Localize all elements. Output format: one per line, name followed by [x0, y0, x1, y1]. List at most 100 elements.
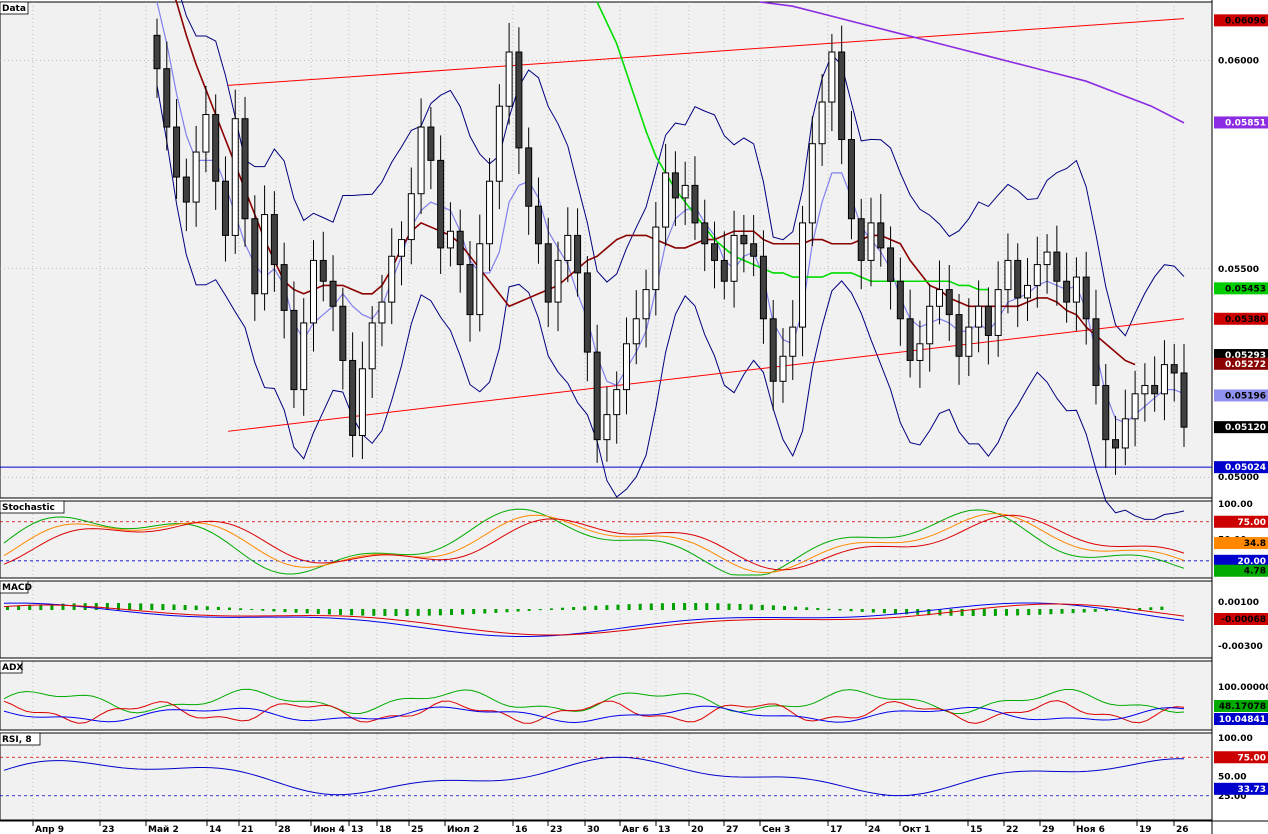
rsi-tag: 33.73 — [1238, 785, 1266, 795]
x-tick-label: 23 — [550, 825, 563, 834]
rsi-line — [3, 756, 1185, 797]
candle-down — [534, 205, 542, 245]
candle-up — [1033, 264, 1041, 286]
candle-up — [916, 343, 924, 361]
candle-down — [593, 351, 601, 441]
x-tick-label: 27 — [726, 825, 739, 834]
price-tag-label: 0.06096 — [1225, 16, 1266, 26]
macd-histogram-bar — [594, 605, 598, 610]
series-ma-purple — [759, 1, 1185, 124]
candle-down — [212, 114, 220, 182]
candle-down — [1053, 251, 1061, 282]
candle-down — [906, 318, 914, 361]
candle-down — [339, 305, 347, 361]
macd-histogram-bar — [372, 609, 376, 616]
candle-down — [153, 34, 161, 70]
price-tag-label: 0.05453 — [1225, 284, 1266, 294]
stoch-k-line — [3, 508, 1185, 576]
panel-label-box — [0, 500, 65, 514]
x-tick-label: 30 — [587, 825, 600, 834]
macd-histogram-bar — [838, 609, 842, 611]
candle-up — [398, 239, 406, 257]
x-tick-label: 21 — [241, 825, 254, 834]
macd-histogram-bar — [17, 605, 21, 610]
macd-histogram-bar — [28, 604, 32, 610]
macd-histogram-bar — [683, 603, 687, 610]
macd-histogram-bar — [960, 609, 964, 616]
candle-down — [945, 289, 953, 316]
panel-label: Data — [2, 4, 26, 14]
x-tick-label: 25 — [411, 825, 424, 834]
adx-tag-bg — [1214, 700, 1268, 712]
macd-histogram-bar — [1160, 606, 1164, 610]
candle-down — [1092, 318, 1100, 386]
candle-up — [662, 172, 670, 228]
macd-histogram-bar — [749, 604, 753, 610]
candle-down — [427, 126, 435, 161]
candle-up — [681, 184, 689, 199]
candle-up — [603, 414, 611, 441]
rsi-tag: 75.00 — [1238, 753, 1266, 763]
x-tick-label: 13 — [658, 825, 671, 834]
macd-histogram-bar — [1093, 609, 1097, 612]
candle-down — [720, 259, 728, 282]
macd-histogram-bar — [649, 603, 653, 610]
candle-up — [446, 230, 454, 249]
macd-histogram-bar — [150, 603, 154, 610]
macd-histogram-bar — [350, 609, 354, 616]
candle-up — [926, 305, 934, 345]
x-tick-label: 16 — [515, 825, 528, 834]
macd-histogram-bar — [1138, 607, 1142, 610]
macd-histogram-bar — [194, 605, 198, 610]
candle-down — [955, 314, 963, 357]
candle-up — [975, 305, 983, 328]
candle-up — [202, 114, 210, 153]
x-tick-label: Июл 2 — [447, 825, 479, 834]
stoch-signal-line — [3, 514, 1185, 571]
macd-histogram-bar — [94, 603, 98, 610]
candle-down — [847, 139, 855, 220]
candle-down — [984, 305, 992, 336]
macd-histogram-bar — [605, 605, 609, 610]
macd-histogram-bar — [882, 609, 886, 614]
macd-histogram-bar — [672, 603, 675, 610]
macd-histogram-bar — [760, 604, 764, 610]
price-tag-bg — [1214, 312, 1268, 325]
candle-up — [192, 151, 200, 203]
candle-up — [417, 126, 425, 195]
candle-up — [378, 301, 386, 324]
adx-tag: 10.04841 — [1219, 715, 1266, 725]
macd-histogram-bar — [505, 609, 509, 613]
candle-up — [1121, 418, 1129, 449]
candle-up — [965, 326, 973, 357]
candle-down — [1082, 276, 1090, 320]
adx-plus-di-line — [3, 688, 1185, 715]
band-lower-line — [156, 85, 1185, 520]
candle-up — [231, 118, 239, 236]
macd-histogram-bar — [871, 609, 875, 613]
price-tag-bg — [1214, 116, 1268, 129]
macd-histogram-bar — [982, 609, 986, 616]
macd-histogram-bar — [1104, 609, 1108, 612]
panel-label: Stochastic — [2, 503, 55, 513]
candle-up — [495, 105, 503, 182]
price-tag-label: 0.05024 — [1225, 463, 1266, 473]
macd-histogram-bar — [561, 607, 564, 610]
y-tick-label: 100.00000 — [1218, 683, 1268, 693]
y-tick-label: 0.05000 — [1218, 473, 1259, 483]
candle-down — [1170, 364, 1178, 374]
price-tag-bg — [1214, 357, 1268, 370]
macd-histogram-bar — [117, 603, 120, 610]
y-tick-label: 25.00 — [1218, 792, 1246, 802]
candle-up — [613, 389, 621, 416]
candle-down — [456, 230, 464, 266]
candle-up — [1131, 393, 1139, 420]
candle-down — [437, 159, 445, 249]
price-tag-bg — [1214, 389, 1268, 402]
macd-histogram-bar — [461, 609, 465, 615]
adx-line — [3, 705, 1185, 723]
candle-down — [887, 247, 895, 282]
macd-histogram-bar — [161, 604, 165, 610]
series-ma-slow — [174, 0, 1136, 366]
series-ma-fast — [156, 1, 1185, 424]
